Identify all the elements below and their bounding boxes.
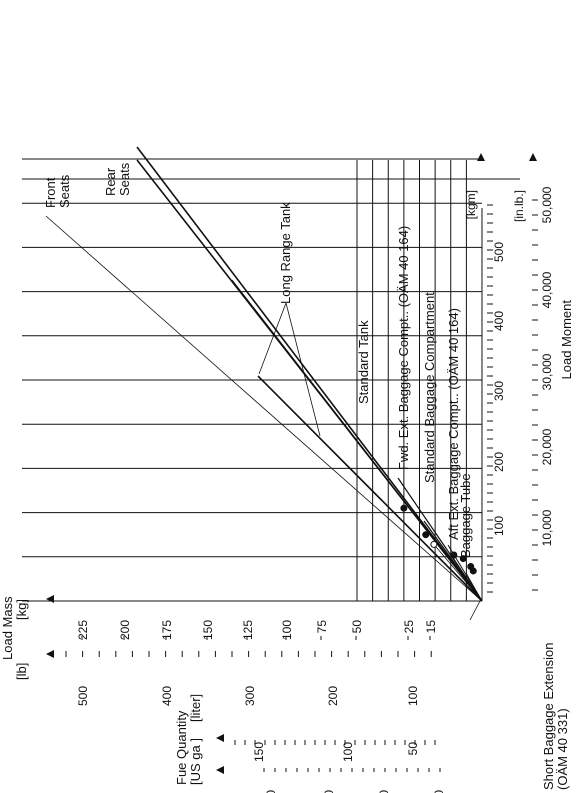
fuel-unit-usgal: [US ga ]: [188, 738, 203, 785]
tick-label-usgal: 40: [264, 790, 278, 793]
long-range-tank-label: Long Range Tank: [278, 202, 293, 304]
short-ext-label: Short Baggage Extension: [541, 643, 556, 790]
load-mass-unit-lb: [lb]: [14, 663, 29, 680]
standard-tank-label: Standard Tank: [356, 320, 371, 404]
short-ext-label-2: (OÄM 40 331): [555, 708, 570, 790]
tick-label-inlb: 10,000: [540, 509, 554, 546]
tick-label-liter: 50: [406, 742, 420, 756]
fuel-title: Fue Quantity: [174, 710, 189, 785]
tick-label-lb: 200: [326, 686, 340, 706]
tick-label-inlb: 30,000: [540, 353, 554, 390]
tick-label-kg: 225: [76, 620, 90, 640]
tick-label-kgm: 400: [492, 311, 506, 331]
chart-marks: [400, 504, 477, 575]
tick-label-inlb: 50,000: [540, 186, 554, 223]
tick-label-lb: 100: [406, 686, 420, 706]
data-point: [430, 540, 438, 548]
kg-arrow: [46, 595, 54, 603]
tick-label-kgm: 100: [492, 516, 506, 536]
tick-label-liter: 100: [341, 742, 355, 762]
tick-label-kg: 150: [201, 620, 215, 640]
long-range-tank-line: [257, 375, 483, 602]
tick-label-kg: 175: [160, 620, 174, 640]
tick-label-kg: 200: [118, 620, 132, 640]
data-point: [400, 504, 408, 512]
tick-label-usgal: 20: [377, 790, 391, 793]
load-moment-unit-inlb: [in.lb.]: [512, 190, 526, 222]
chart-grid: [22, 158, 520, 602]
tick-label-lb: 400: [160, 686, 174, 706]
tick-label-lb: 300: [243, 686, 257, 706]
baggage-tube-label: Baggage Tube: [458, 473, 473, 558]
long-range-upper-line: [231, 279, 483, 602]
front-seats-label: Front: [43, 177, 58, 208]
load-moment-title: Load Moment: [559, 300, 574, 380]
short-ext-leader: [469, 600, 481, 621]
tick-label-inlb: 40,000: [540, 271, 554, 308]
tick-label-kg: 15: [424, 620, 438, 634]
data-point: [469, 567, 477, 575]
tick-label-usgal: 10: [432, 790, 446, 793]
kgm-arrow: [477, 153, 485, 161]
tick-label-liter: 150: [252, 742, 266, 762]
tick-label-kg: 75: [315, 620, 329, 634]
tick-label-kg: 125: [241, 620, 255, 640]
tick-label-kgm: 200: [492, 452, 506, 472]
lb-arrow: [46, 650, 54, 658]
front-seats-label-2: Seats: [57, 174, 72, 208]
usgal-arrow: [216, 766, 224, 774]
load-mass-unit-kg: [kg]: [14, 599, 29, 620]
tick-label-usgal: 30: [322, 790, 336, 793]
fwd-ext-long-line: [136, 146, 483, 602]
data-point: [450, 551, 458, 559]
tick-label-kg: 25: [402, 620, 416, 634]
tick-label-lb: 500: [76, 686, 90, 706]
rear-seats-label-2: Seats: [117, 162, 132, 196]
tick-label-kgm: 300: [492, 381, 506, 401]
chart-lines: [45, 146, 483, 621]
load-moment-unit-kgm: [kgm]: [464, 190, 478, 219]
tick-label-inlb: 20,000: [540, 428, 554, 465]
data-point: [422, 531, 430, 539]
rear-seats-label: Rear: [103, 167, 118, 196]
tick-label-kg: 100: [280, 620, 294, 640]
fuel-unit-liter: [liter]: [188, 694, 203, 722]
data-point: [459, 555, 467, 563]
tick-label-kg: 50: [350, 620, 364, 634]
long-range-leader-1: [258, 302, 287, 375]
front-seats-line: [45, 215, 483, 602]
tick-label-kgm: 500: [492, 242, 506, 262]
std-baggage-label: Standard Baggage Compartment: [422, 292, 437, 483]
inlb-arrow: [529, 153, 537, 161]
load-mass-title: Load Mass: [0, 596, 15, 660]
aft-ext-label: Aft Ext. Baggage Compt.. (OÄM 40 164): [446, 308, 461, 540]
fwd-ext-label: Fwd. Ext. Baggage Compt.. (OÄM 40 164): [396, 226, 411, 470]
liter-arrow: [216, 734, 224, 742]
long-range-leader-2: [285, 302, 321, 437]
